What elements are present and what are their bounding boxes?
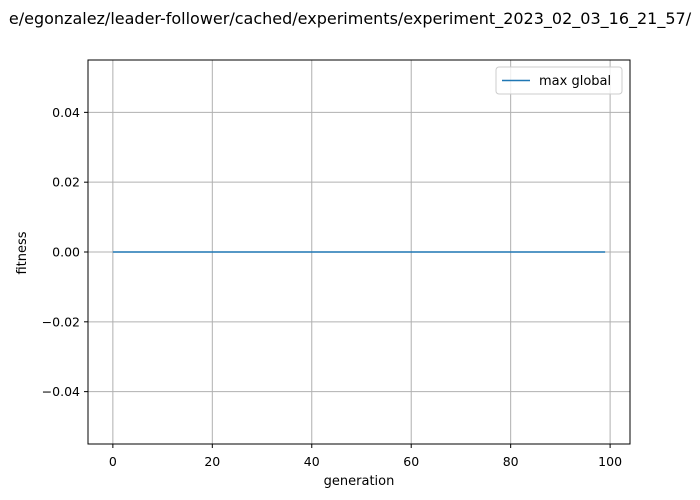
x-tick-label: 100 (598, 454, 622, 469)
y-tick-label: 0.02 (52, 175, 80, 190)
x-axis-label: generation (324, 474, 395, 489)
legend-box (495, 66, 623, 95)
x-tick-label: 40 (304, 454, 320, 469)
x-tick-label: 80 (503, 454, 519, 469)
x-tick-label: 60 (403, 454, 419, 469)
y-tick-label: −0.02 (42, 314, 80, 329)
x-axis-ticks: 0 20 40 60 80 100 (109, 444, 622, 469)
legend: max global (495, 66, 623, 95)
x-tick-label: 20 (204, 454, 220, 469)
y-tick-label: 0.00 (52, 245, 80, 260)
y-tick-label: −0.04 (42, 384, 80, 399)
y-tick-label: 0.04 (52, 105, 80, 120)
chart-title: e/egonzalez/leader-follower/cached/exper… (9, 9, 692, 29)
x-tick-label: 0 (109, 454, 117, 469)
y-axis-label: fitness (15, 231, 30, 274)
legend-label: max global (539, 74, 611, 89)
y-axis-ticks: −0.04 −0.02 0.00 0.02 0.04 (42, 105, 88, 399)
